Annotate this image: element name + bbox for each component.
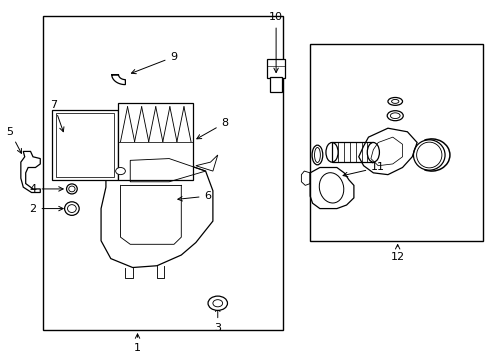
- Text: 7: 7: [50, 100, 64, 132]
- Bar: [118, 103, 193, 180]
- Ellipse shape: [366, 143, 379, 162]
- Text: 4: 4: [29, 184, 63, 194]
- Text: 5: 5: [7, 127, 21, 153]
- Text: 6: 6: [178, 191, 211, 201]
- Bar: [42, 16, 283, 330]
- Circle shape: [116, 167, 125, 175]
- Text: 12: 12: [390, 244, 404, 262]
- Bar: [52, 111, 118, 180]
- Circle shape: [207, 296, 227, 310]
- Text: 10: 10: [268, 13, 283, 72]
- Bar: [309, 44, 482, 241]
- Text: 11: 11: [343, 162, 385, 177]
- Text: 2: 2: [29, 203, 63, 213]
- Text: 1: 1: [134, 334, 141, 353]
- Bar: [269, 77, 282, 93]
- Text: 3: 3: [214, 307, 221, 333]
- Bar: [331, 143, 372, 162]
- Ellipse shape: [64, 202, 79, 215]
- Ellipse shape: [66, 184, 77, 194]
- Text: 8: 8: [196, 118, 228, 139]
- Bar: [56, 113, 114, 177]
- Bar: [267, 59, 285, 78]
- Text: 9: 9: [131, 52, 177, 74]
